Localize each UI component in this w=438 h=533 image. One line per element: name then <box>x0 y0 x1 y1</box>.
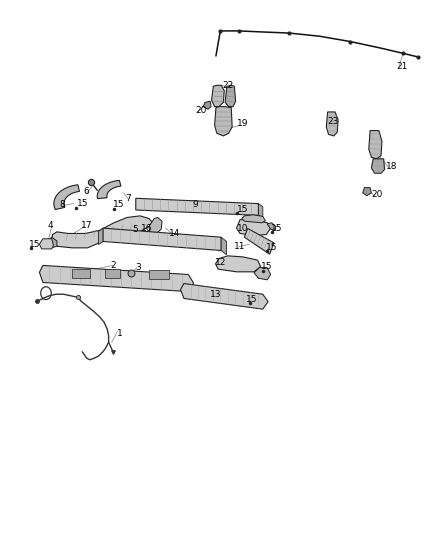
Text: 15: 15 <box>28 240 40 248</box>
Text: 13: 13 <box>210 290 222 298</box>
Text: 4: 4 <box>47 222 53 230</box>
Polygon shape <box>369 131 382 159</box>
Polygon shape <box>212 85 224 107</box>
Polygon shape <box>254 268 271 280</box>
Polygon shape <box>225 85 236 107</box>
Polygon shape <box>371 159 385 173</box>
Polygon shape <box>103 228 221 251</box>
Polygon shape <box>326 112 338 136</box>
Text: 19: 19 <box>237 119 248 128</box>
Text: 23: 23 <box>328 117 339 126</box>
Polygon shape <box>97 180 121 199</box>
Polygon shape <box>52 216 152 248</box>
Polygon shape <box>47 237 57 248</box>
Text: 5: 5 <box>132 225 138 233</box>
Text: 15: 15 <box>261 262 272 271</box>
Text: 15: 15 <box>113 200 124 208</box>
Polygon shape <box>221 237 226 255</box>
Text: 15: 15 <box>237 205 248 214</box>
Text: 15: 15 <box>246 295 258 304</box>
Polygon shape <box>258 204 263 219</box>
Text: 17: 17 <box>81 221 92 230</box>
Polygon shape <box>363 188 371 196</box>
Polygon shape <box>149 217 162 235</box>
Polygon shape <box>39 239 53 249</box>
Polygon shape <box>267 223 276 230</box>
Text: 16: 16 <box>141 224 152 232</box>
Polygon shape <box>39 265 194 292</box>
Polygon shape <box>105 269 120 278</box>
Text: 12: 12 <box>215 258 226 266</box>
Polygon shape <box>203 101 211 109</box>
Text: 15: 15 <box>266 243 278 252</box>
Text: 11: 11 <box>234 242 246 251</box>
Text: 3: 3 <box>136 263 141 272</box>
Polygon shape <box>72 269 90 278</box>
Text: 20: 20 <box>195 107 206 115</box>
Text: 14: 14 <box>169 229 180 238</box>
Polygon shape <box>149 270 169 279</box>
Text: 20: 20 <box>371 190 383 199</box>
Text: 18: 18 <box>386 162 398 171</box>
Text: 7: 7 <box>125 194 131 203</box>
Text: 10: 10 <box>237 224 248 232</box>
Polygon shape <box>215 256 261 272</box>
Text: 6: 6 <box>83 188 89 196</box>
Text: 9: 9 <box>193 200 198 208</box>
Polygon shape <box>54 185 79 209</box>
Text: 21: 21 <box>396 62 408 71</box>
Text: 15: 15 <box>77 199 88 208</box>
Polygon shape <box>180 284 268 309</box>
Polygon shape <box>99 228 103 245</box>
Polygon shape <box>242 215 265 223</box>
Text: 8: 8 <box>59 200 65 208</box>
Text: 15: 15 <box>271 224 282 232</box>
Polygon shape <box>244 229 274 254</box>
Text: 22: 22 <box>223 81 234 90</box>
Text: 1: 1 <box>117 329 123 337</box>
Polygon shape <box>215 107 232 136</box>
Polygon shape <box>237 220 271 236</box>
Text: 2: 2 <box>110 261 116 270</box>
Polygon shape <box>136 198 258 215</box>
